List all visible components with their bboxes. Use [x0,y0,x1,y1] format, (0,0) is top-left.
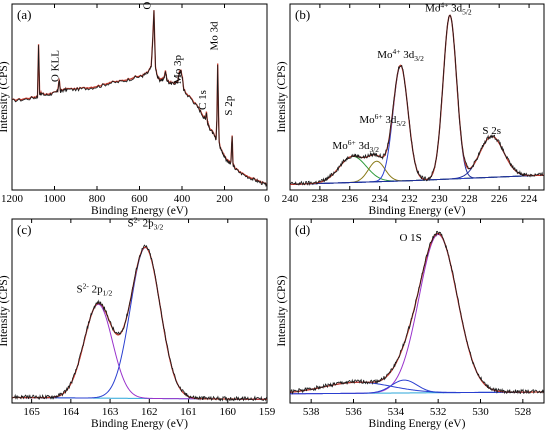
x-tick-label: 530 [472,406,489,418]
peak-annotation: S2- 2p3/2 [128,215,164,231]
survey-spectrum [12,10,267,187]
x-tick-label: 238 [312,193,329,205]
fit-envelope [290,14,544,186]
x-axis-label: Binding Energy (eV) [369,418,466,430]
x-axis-label: Binding Energy (eV) [369,205,466,217]
peak-annotation: Mo 3p [172,54,184,84]
x-tick-label: 226 [491,193,508,205]
x-tick-label: 800 [89,193,106,205]
x-tick-label: 230 [431,193,448,205]
y-axis-label: Intensity (CPS) [276,275,288,346]
x-tick-label: 164 [63,406,80,418]
x-tick-label: 534 [388,406,405,418]
chart-panel-3: 165 164 163 162 161 160 159 Binding Energy (eV)… [0,215,276,430]
panel-label: (b) [295,7,310,22]
x-tick-label: 232 [401,193,418,205]
plot-frame [289,3,545,191]
fit-envelope [290,232,544,393]
experimental-spectrum [290,14,544,187]
fit-component [290,14,544,185]
chart-panel-4: 538 536 534 532 530 528 Binding Energy (eV) Int… [276,218,545,430]
plot-area [290,14,544,187]
peak-annotation: Mo6+ 3d5/2 [359,112,406,128]
x-tick-label: 532 [430,406,447,418]
chart-panel-2: 240 238 236 234 232 230 228 226 224 Binding Energ… [276,0,545,217]
plot-area [12,10,267,187]
plot-frame [289,218,545,404]
y-axis-label: Intensity (CPS) [0,61,10,132]
fit-component [290,65,544,185]
plot-area [12,244,267,402]
x-tick-label: 228 [461,193,478,205]
plot-frame [11,218,268,404]
peak-annotation: S 2p [223,95,235,115]
x-tick-label: 162 [141,406,158,418]
x-tick-label: 234 [371,193,388,205]
peak-annotation: Mo 3d [209,21,221,51]
x-tick-label: 160 [220,406,237,418]
peak-annotation: S2- 2p1/2 [77,282,113,298]
fit-component [290,160,544,185]
peak-annotation: Mo6+ 3d3/2 [332,138,379,154]
x-tick-label: 600 [131,193,148,205]
panel-label: (d) [295,222,310,237]
peak-annotation: O 1S [399,232,421,244]
x-axis-label: Binding Energy (eV) [91,418,188,430]
x-tick-label: 1200 [1,193,24,205]
x-tick-label: 528 [515,406,532,418]
chart-panel-1: 1200 1000 800 600 400 200 0 Binding Energy (eV)… [0,0,270,217]
x-tick-label: 236 [342,193,359,205]
x-tick-label: 161 [180,406,197,418]
peak-annotation: Mo4+ 3d3/2 [377,47,424,63]
peak-annotation: C 1s [197,90,209,110]
x-tick-label: 165 [23,406,40,418]
fit-component [12,247,267,400]
plot-area [290,230,544,395]
panel-label: (c) [17,222,31,237]
peak-annotation: O KLL [50,50,62,82]
x-tick-label: 0 [264,193,270,205]
x-tick-label: 536 [345,406,362,418]
x-tick-label: 240 [282,193,299,205]
x-tick-label: 400 [174,193,191,205]
x-tick-label: 224 [521,193,538,205]
experimental-spectrum [12,244,267,402]
experimental-spectrum [290,230,544,395]
x-tick-label: 1000 [44,193,67,205]
x-tick-label: 163 [102,406,119,418]
x-axis-label: Binding Energy (eV) [91,205,188,217]
x-tick-label: 538 [303,406,320,418]
x-tick-label: 159 [259,406,276,418]
peak-annotation: S 2s [482,125,501,137]
peak-annotation: O 1s [142,0,154,10]
y-axis-label: Intensity (CPS) [0,275,10,346]
peak-annotation: Mo4+ 3d5/2 [425,0,472,16]
y-axis-label: Intensity (CPS) [276,61,288,132]
fit-component [290,233,544,395]
fit-envelope [12,246,267,400]
panel-label: (a) [17,7,31,22]
x-tick-label: 200 [216,193,233,205]
fit-component [12,303,267,400]
